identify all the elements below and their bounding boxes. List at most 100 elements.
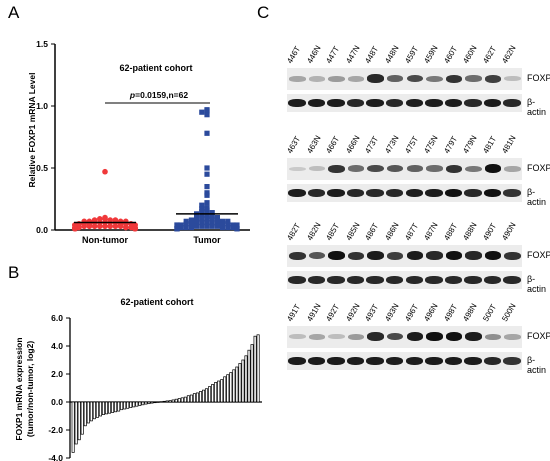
lane-label: 486T: [363, 221, 381, 242]
data-point-tumor: [188, 224, 194, 231]
data-point-tumor: [204, 165, 210, 171]
actin-band: [288, 276, 306, 284]
actin-band: [425, 357, 443, 365]
bar: [135, 401, 139, 407]
data-point-tumor: [183, 221, 189, 227]
data-point-tumor: [204, 184, 210, 190]
actin-band: [503, 99, 521, 107]
foxp1-band: [426, 165, 443, 173]
bar: [235, 366, 239, 403]
foxp1-band: [445, 164, 463, 173]
data-point-non-tumor: [102, 168, 108, 175]
y-tick-label: 4.0: [51, 341, 63, 351]
y-tick-label: 0.5: [36, 163, 48, 173]
foxp1-band: [289, 334, 306, 340]
data-point-tumor: [204, 223, 210, 229]
bar: [253, 335, 257, 403]
actin-label: β-actin: [527, 97, 547, 117]
panel-label-c: C: [257, 3, 270, 22]
foxp1-band: [465, 165, 482, 172]
lane-label: 488T: [441, 221, 459, 242]
data-point-non-tumor: [81, 223, 87, 230]
lane-label: 459N: [422, 43, 440, 65]
actin-band: [307, 99, 326, 107]
foxp1-band: [426, 251, 443, 260]
bar: [250, 344, 254, 403]
bar: [256, 334, 260, 403]
bar: [177, 398, 181, 403]
lane-label: 493T: [363, 302, 381, 323]
x-category-label: Tumor: [193, 235, 221, 245]
data-point-tumor: [204, 171, 210, 177]
actin-band: [385, 99, 404, 107]
foxp1-band: [484, 74, 502, 83]
lane-label: 492T: [324, 302, 342, 323]
foxp1-label: FOXP1: [527, 73, 550, 83]
foxp1-band: [445, 332, 463, 341]
bar: [144, 401, 148, 405]
actin-band: [464, 99, 482, 107]
data-point-tumor: [225, 221, 231, 227]
foxp1-band: [308, 76, 326, 82]
actin-band: [503, 357, 521, 365]
lane-label: 500T: [481, 302, 498, 323]
bar: [223, 376, 227, 403]
data-point-tumor: [225, 224, 231, 231]
actin-band: [483, 276, 502, 284]
lane-label: 459T: [402, 44, 420, 65]
stat-annotation: p=0.0159,n=62: [129, 90, 188, 100]
bar: [138, 401, 142, 406]
foxp1-band: [347, 76, 365, 82]
foxp1-band: [328, 251, 345, 260]
foxp1-band: [347, 165, 365, 173]
bar: [244, 355, 248, 403]
foxp1-band: [347, 251, 365, 260]
lane-label: 498N: [461, 301, 479, 323]
actin-band: [307, 357, 326, 365]
foxp1-band: [465, 251, 482, 260]
foxp1-band: [308, 334, 326, 340]
actin-band: [366, 357, 384, 365]
bar: [141, 401, 145, 406]
actin-band: [405, 99, 424, 107]
data-point-non-tumor: [91, 223, 98, 230]
lane-label: 446N: [304, 43, 323, 65]
y-tick-label: 0.0: [36, 225, 48, 235]
chart-b-title: 62-patient cohort: [120, 297, 193, 307]
foxp1-band: [504, 251, 521, 260]
waterfall-bar-chart: 62-patient cohort FOXP1 mRNA expression …: [14, 297, 262, 461]
data-point-tumor: [204, 112, 210, 118]
actin-band: [346, 189, 365, 197]
lane-label: 482T: [285, 221, 303, 242]
foxp1-band: [347, 333, 365, 340]
actin-band: [307, 189, 326, 197]
data-point-tumor: [204, 130, 210, 136]
foxp1-band: [308, 252, 326, 260]
bar: [192, 393, 196, 403]
lane-label: 485N: [343, 220, 362, 242]
actin-blot-strip: [287, 184, 522, 202]
lane-label: 500N: [500, 301, 518, 323]
foxp1-band: [484, 164, 502, 173]
actin-band: [405, 276, 424, 284]
data-point-tumor: [204, 108, 210, 114]
bar: [108, 401, 112, 414]
bar: [202, 389, 206, 403]
bar: [217, 380, 221, 403]
lane-label: 493N: [383, 301, 401, 323]
bar: [186, 395, 190, 403]
data-point-non-tumor: [123, 224, 129, 231]
actin-band: [444, 189, 463, 197]
foxp1-band: [406, 332, 424, 341]
actin-label: β-actin: [527, 274, 547, 294]
foxp1-band: [289, 166, 306, 172]
chart-a-axes: 0.0 0.5 1.0 1.5: [36, 39, 250, 235]
lane-label: 492N: [343, 301, 362, 323]
actin-band: [444, 99, 463, 107]
actin-band: [483, 357, 502, 365]
bar: [92, 401, 96, 420]
bar: [80, 401, 84, 435]
bar: [226, 374, 230, 403]
foxp1-label: FOXP1: [527, 250, 550, 260]
panel-label-b: B: [8, 263, 20, 282]
